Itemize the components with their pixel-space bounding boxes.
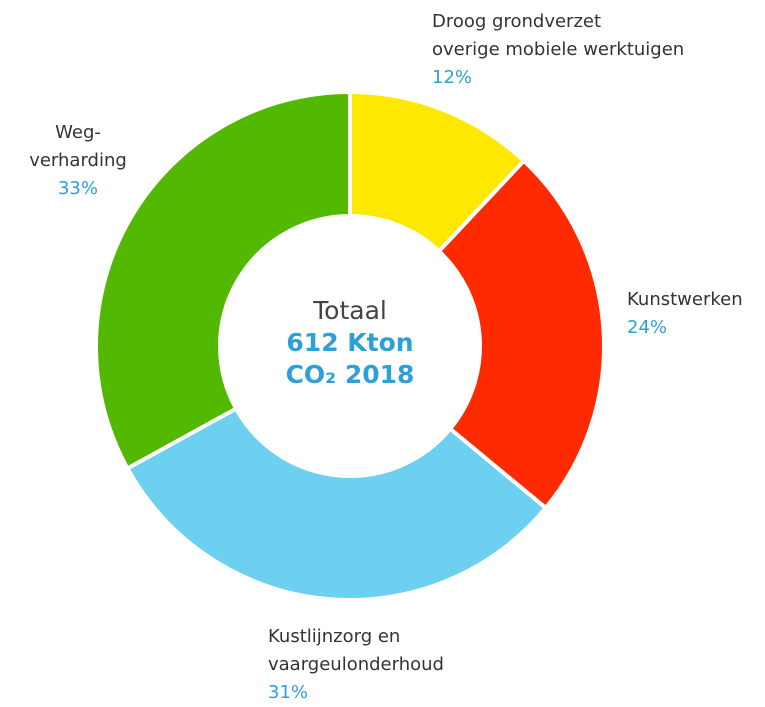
donut-segment [436, 158, 606, 511]
category-label: Weg-verharding [29, 122, 127, 171]
value-label: 33% [58, 178, 98, 199]
label-line: overige mobiele werktuigen [432, 39, 684, 60]
value-label: 24% [627, 317, 667, 338]
label-line: verharding [29, 150, 127, 171]
category-label: Droog grondverzet overige mobiele werktui… [432, 11, 684, 60]
label-line: Kustlijnzorg en [268, 626, 400, 647]
value-label: 31% [268, 682, 308, 703]
category-label: Kustlijnzorg en vaargeulonderhoud [268, 626, 444, 675]
label-line: Weg- [55, 122, 101, 143]
label-line: Kunstwerken [627, 289, 743, 310]
center-label: 612 Kton [286, 328, 413, 357]
donut-segment [94, 89, 352, 472]
category-label: Kunstwerken [627, 289, 743, 310]
label-line: vaargeulonderhoud [268, 654, 444, 675]
label-line: Droog grondverzet [432, 11, 601, 32]
value-label: 12% [432, 67, 472, 88]
center-label: CO₂ 2018 [286, 360, 415, 389]
center-label: Totaal [312, 296, 387, 325]
donut-segment [124, 405, 549, 602]
